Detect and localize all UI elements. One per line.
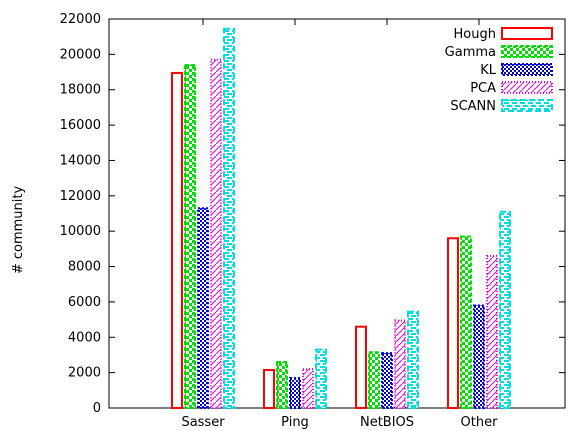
bar-kl-netbios — [381, 352, 393, 410]
bar-kl-ping — [289, 376, 301, 410]
bar-hough-netbios — [355, 325, 367, 409]
x-tick-label: NetBIOS — [360, 415, 414, 430]
bar-gamma-ping — [276, 361, 288, 410]
bar-pca-netbios — [394, 319, 406, 410]
bar-pca-ping — [302, 368, 314, 410]
y-tick-label: 12000 — [60, 189, 101, 204]
bar-kl-other — [473, 304, 485, 410]
y-axis: 0 2000 4000 6000 8000 10000 12000 14000 16000 180… — [60, 12, 565, 416]
legend-label-gamma: Gamma — [445, 45, 496, 60]
legend-swatch-hough — [501, 27, 553, 40]
legend-label-scann: SCANN — [450, 99, 496, 114]
x-axis: Sasser Ping NetBIOS Other — [181, 19, 498, 430]
bar-scann-ping — [315, 348, 327, 409]
legend-label-hough: Hough — [454, 27, 496, 42]
bar-hough-sasser — [171, 71, 183, 410]
bar-gamma-sasser — [184, 63, 196, 410]
y-tick-label: 6000 — [68, 295, 101, 310]
plot-border — [108, 18, 566, 409]
y-tick-label: 22000 — [60, 12, 101, 27]
y-tick-label: 16000 — [60, 118, 101, 133]
legend-swatch-scann — [501, 99, 553, 112]
x-tick-label: Sasser — [181, 415, 225, 430]
legend-label-kl: KL — [480, 63, 497, 78]
bar-scann-netbios — [407, 310, 419, 409]
legend-swatch-pca — [501, 81, 553, 94]
y-tick-label: 18000 — [60, 83, 101, 98]
y-tick-label: 2000 — [68, 366, 101, 381]
bar-scann-sasser — [223, 27, 235, 409]
x-tick-label: Ping — [281, 415, 309, 430]
legend: Hough Gamma KL PCA SCANN — [445, 27, 553, 114]
legend-swatch-kl — [501, 63, 553, 76]
y-tick-label: 20000 — [60, 47, 101, 62]
bar-pca-sasser — [210, 58, 222, 409]
bar-hough-other — [447, 237, 459, 409]
y-axis-title: # community — [11, 186, 26, 275]
bar-scann-other — [499, 210, 511, 409]
y-tick-label: 10000 — [60, 224, 101, 239]
bars — [171, 27, 511, 410]
bar-gamma-other — [460, 235, 472, 409]
x-tick-label: Other — [461, 415, 499, 430]
legend-label-pca: PCA — [470, 81, 496, 96]
bar-gamma-netbios — [368, 351, 380, 410]
bar-kl-sasser — [197, 207, 209, 409]
y-tick-label: 4000 — [68, 330, 101, 345]
y-tick-label: 14000 — [60, 153, 101, 168]
bar-hough-ping — [263, 368, 275, 410]
y-tick-label: 8000 — [68, 260, 101, 275]
plot-frame — [108, 18, 566, 409]
bar-pca-other — [486, 254, 498, 409]
legend-swatch-gamma — [501, 45, 553, 58]
y-tick-label: 0 — [93, 401, 101, 416]
